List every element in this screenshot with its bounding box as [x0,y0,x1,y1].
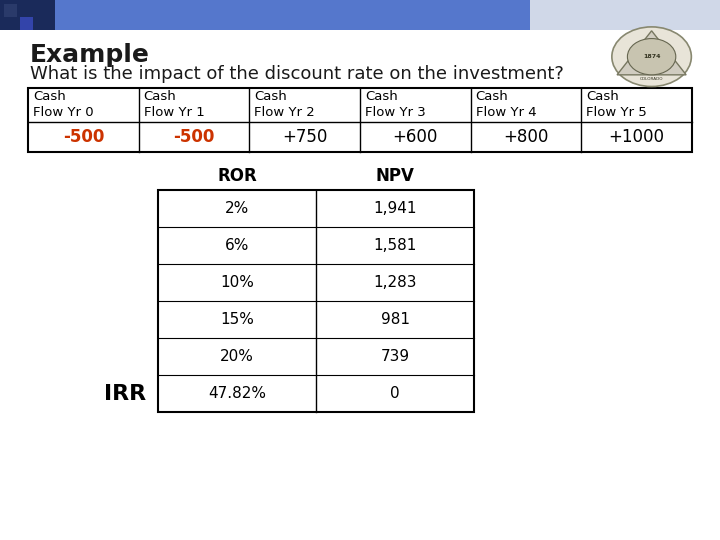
Bar [0,0,55,30]
Text: Cash
Flow Yr 5: Cash Flow Yr 5 [586,91,647,119]
Text: Cash
Flow Yr 0: Cash Flow Yr 0 [33,91,94,119]
Text: 1,941: 1,941 [373,201,417,216]
Text: 20%: 20% [220,349,254,364]
Polygon shape [617,31,686,75]
Text: 10%: 10% [220,275,254,290]
Text: 0: 0 [390,386,400,401]
Circle shape [612,27,691,86]
Text: +750: +750 [282,128,328,146]
Bar [20,17,33,30]
Bar [0,0,720,30]
Text: NPV: NPV [376,167,415,185]
Bar [28,88,692,152]
Text: COLORADO: COLORADO [640,77,663,81]
Text: 739: 739 [380,349,410,364]
Bar [30,0,530,30]
Text: -500: -500 [63,128,104,146]
Text: 981: 981 [380,312,410,327]
Text: +1000: +1000 [608,128,665,146]
Circle shape [627,38,676,75]
Text: 1874: 1874 [643,54,660,59]
Text: Cash
Flow Yr 3: Cash Flow Yr 3 [365,91,426,119]
Text: 15%: 15% [220,312,254,327]
Text: +600: +600 [392,128,438,146]
Text: Cash
Flow Yr 2: Cash Flow Yr 2 [254,91,315,119]
Text: IRR: IRR [104,383,146,403]
Text: 1,283: 1,283 [373,275,417,290]
Text: -500: -500 [174,128,215,146]
Text: Cash
Flow Yr 1: Cash Flow Yr 1 [144,91,204,119]
Text: Cash
Flow Yr 4: Cash Flow Yr 4 [476,91,536,119]
Text: 2%: 2% [225,201,249,216]
Text: Example: Example [30,43,150,67]
Text: +800: +800 [503,128,549,146]
Text: 6%: 6% [225,238,249,253]
Bar [158,190,474,412]
Text: 47.82%: 47.82% [208,386,266,401]
Bar [4,4,17,17]
Text: 1,581: 1,581 [373,238,417,253]
Text: ROR: ROR [217,167,257,185]
Text: What is the impact of the discount rate on the investment?: What is the impact of the discount rate … [30,65,564,83]
